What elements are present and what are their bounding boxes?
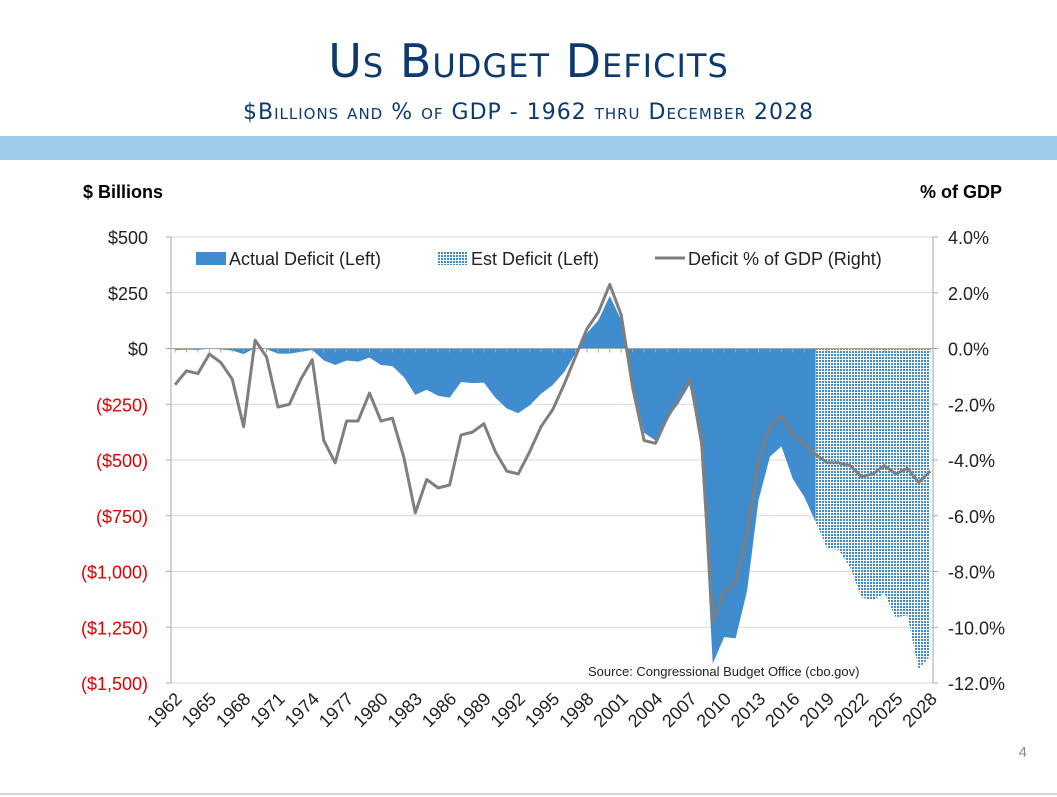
x-tick-label: 1995 (521, 689, 563, 731)
slide-subtitle: $Billions and % of GDP - 1962 thru Decem… (242, 100, 815, 125)
x-tick-label: 1968 (212, 689, 254, 731)
left-axis-title: $ Billions (83, 182, 163, 202)
source-note: Source: Congressional Budget Office (cbo… (588, 664, 859, 679)
right-tick-label: -6.0% (948, 507, 995, 527)
x-tick-label: 2004 (624, 689, 666, 731)
x-tick-label: 1980 (349, 689, 391, 731)
x-tick-label: 1962 (143, 689, 185, 731)
right-axis-title: % of GDP (920, 182, 1002, 202)
legend-pct-label: Deficit % of GDP (Right) (688, 249, 882, 269)
actual-deficit-area (175, 295, 816, 664)
legend-actual-swatch (196, 252, 226, 265)
right-tick-label: -8.0% (948, 563, 995, 583)
x-tick-label: 2025 (864, 689, 906, 731)
x-tick-label: 1986 (418, 689, 460, 731)
left-tick-label: ($1,500) (81, 674, 148, 694)
left-tick-label: $0 (128, 340, 148, 360)
legend-estimate-label: Est Deficit (Left) (471, 249, 599, 269)
x-tick-label: 2019 (796, 689, 838, 731)
x-tick-label: 2022 (830, 689, 872, 731)
x-tick-label: 1974 (281, 689, 323, 731)
footer-line (0, 793, 1057, 795)
left-tick-label: ($250) (96, 395, 148, 415)
legend: Actual Deficit (Left) Est Deficit (Left)… (196, 249, 882, 269)
left-tick-label: ($1,250) (81, 618, 148, 638)
right-tick-label: -10.0% (948, 618, 1005, 638)
legend-estimate-swatch (438, 252, 468, 265)
x-tick-label: 1977 (315, 689, 357, 731)
x-tick-label: 2001 (590, 689, 632, 731)
x-tick-label: 1998 (555, 689, 597, 731)
header-band (0, 136, 1057, 160)
page-number: 4 (1018, 744, 1027, 761)
x-tick-label: 2010 (693, 689, 735, 731)
right-tick-label: 4.0% (948, 228, 989, 248)
right-tick-label: 2.0% (948, 284, 989, 304)
right-tick-label: -4.0% (948, 451, 995, 471)
left-tick-label: ($1,000) (81, 563, 148, 583)
right-tick-label: 0.0% (948, 340, 989, 360)
x-tick-label: 1971 (246, 689, 288, 731)
left-tick-label: $500 (108, 228, 148, 248)
x-tick-label: 1989 (452, 689, 494, 731)
x-tick-label: 2007 (658, 689, 700, 731)
right-tick-label: -12.0% (948, 674, 1005, 694)
x-tick-label: 1965 (178, 689, 220, 731)
x-tick-label: 1983 (384, 689, 426, 731)
x-tick-label: 2013 (727, 689, 769, 731)
x-tick-label: 2028 (899, 689, 941, 731)
left-tick-label: ($750) (96, 507, 148, 527)
estimated-deficit-area (815, 348, 931, 670)
slide-title: Us Budget Deficits (328, 34, 729, 88)
left-tick-label: $250 (108, 284, 148, 304)
right-tick-label: -2.0% (948, 395, 995, 415)
x-tick-label: 2016 (761, 689, 803, 731)
deficit-pct-gdp-line (173, 282, 932, 624)
left-tick-label: ($500) (96, 451, 148, 471)
legend-actual-label: Actual Deficit (Left) (229, 249, 381, 269)
x-tick-label: 1992 (487, 689, 529, 731)
